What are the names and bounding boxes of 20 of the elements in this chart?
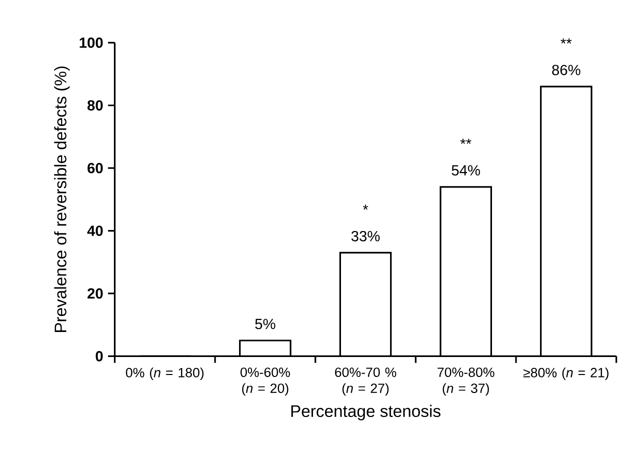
y-tick-label: 60 [88,162,103,174]
x-tick-label: ≥80% (n = 21) [523,368,608,380]
y-tick-label: 20 [88,288,103,299]
y-tick-label: 80 [87,100,103,111]
y-axis-title: Prevalence of reversible defects (%) [54,66,70,332]
x-tick-label: 0% (n = 180) [126,368,204,380]
y-tick-label: 100 [80,38,103,48]
x-tick-label: 70%-80% (n = 37) [438,368,494,396]
data-label: 33% [351,231,380,242]
y-tick-label: 40 [87,226,103,236]
data-label: 54% [452,165,480,176]
data-label: 5% [255,318,276,330]
y-tick-label: 0 [96,351,103,362]
annotation: ** [460,138,472,144]
x-tick-label: 60%-70 % (n = 27) [335,368,396,396]
annotation: * [362,204,368,210]
data-label: 86% [552,64,580,76]
x-tick-label: 0%-60% (n = 20) [240,368,290,396]
annotation: ** [560,38,572,44]
x-axis-title: Percentage stenosis [291,404,440,420]
